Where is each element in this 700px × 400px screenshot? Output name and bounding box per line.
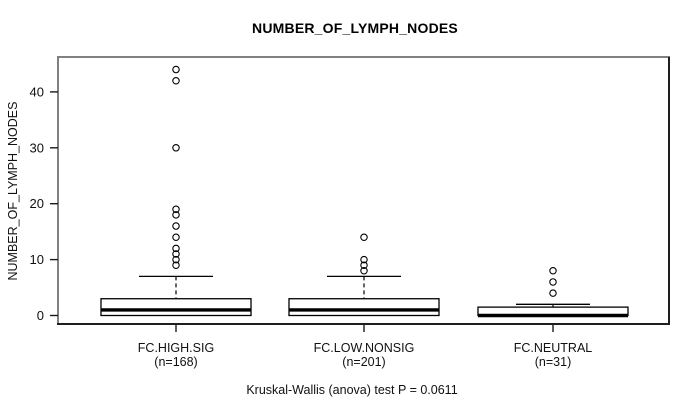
outlier-point (172, 222, 180, 230)
boxplot-group-fc-low-nonsig (288, 233, 440, 317)
y-tick-label: 0 (37, 308, 44, 323)
x-category-label: FC.LOW.NONSIG (314, 341, 415, 355)
boxplot-group-fc-neutral (477, 267, 629, 318)
iqr-box (288, 298, 440, 317)
outlier-point (360, 267, 368, 275)
x-category-label: FC.NEUTRAL (514, 341, 593, 355)
y-tick-label: 10 (30, 252, 44, 267)
iqr-box (100, 298, 252, 317)
y-tick-label: 20 (30, 196, 44, 211)
outlier-point (172, 250, 180, 258)
outlier-point (172, 255, 180, 264)
outlier-point (172, 211, 180, 219)
x-category-sublabel: (n=168) (154, 355, 197, 369)
outlier-point (549, 267, 557, 275)
outlier-point (360, 261, 368, 269)
plot-frame (57, 56, 670, 325)
outlier-point (172, 205, 180, 214)
boxplot-group-fc-high-sig (100, 65, 252, 317)
outlier-point (360, 233, 368, 241)
outlier-point (172, 244, 180, 253)
outlier-point (172, 233, 180, 241)
y-tick-label: 40 (30, 84, 44, 99)
y-axis-title: NUMBER_OF_LYMPH_NODES (6, 101, 20, 281)
x-axis: FC.HIGH.SIG(n=168) FC.LOW.NONSIG(n=201) FC… (138, 325, 592, 369)
outlier-point (549, 278, 557, 286)
x-category-label: FC.HIGH.SIG (138, 341, 214, 355)
outlier-point (172, 65, 180, 74)
outlier-point (172, 76, 180, 85)
x-category-sublabel: (n=201) (342, 355, 385, 369)
y-tick-label: 30 (30, 140, 44, 155)
stat-test-caption: Kruskal-Wallis (anova) test P = 0.0611 (246, 383, 458, 397)
outlier-point (172, 144, 180, 152)
outlier-point (172, 261, 180, 269)
chart-title: NUMBER_OF_LYMPH_NODES (252, 20, 458, 36)
y-axis: 0 10 20 30 40 (30, 84, 58, 323)
outlier-point (549, 289, 557, 297)
x-category-sublabel: (n=31) (535, 355, 571, 369)
outlier-point (360, 255, 368, 264)
